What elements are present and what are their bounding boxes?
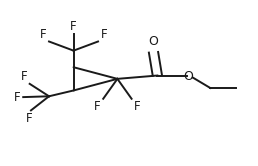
Text: F: F (70, 20, 77, 33)
Text: O: O (183, 70, 193, 83)
Text: F: F (14, 91, 21, 104)
Text: F: F (101, 28, 107, 41)
Text: F: F (134, 100, 141, 113)
Text: F: F (40, 28, 46, 41)
Text: F: F (94, 100, 101, 113)
Text: O: O (149, 35, 158, 48)
Text: F: F (26, 112, 33, 125)
Text: F: F (20, 70, 27, 83)
